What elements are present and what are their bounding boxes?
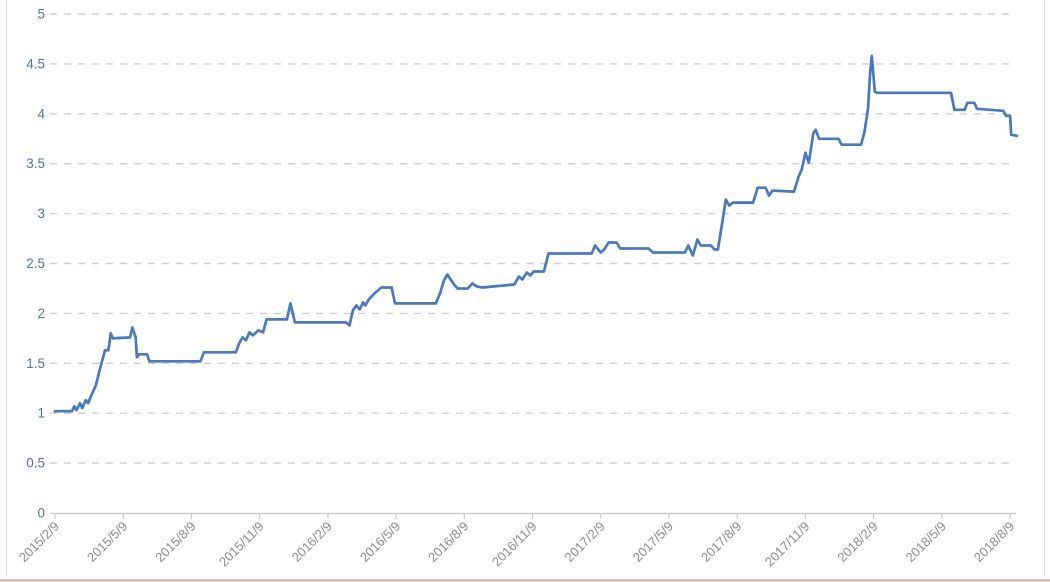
y-axis-tick-label: 0 xyxy=(37,506,45,521)
y-axis-tick-label: 1 xyxy=(37,406,45,421)
x-axis-tick-label: 2017/2/9 xyxy=(561,519,607,565)
x-axis-tick-label: 2016/5/9 xyxy=(357,519,403,565)
x-axis-tick-label: 2015/11/9 xyxy=(216,519,267,570)
x-axis-tick-label: 2017/11/9 xyxy=(762,519,813,570)
x-axis-tick-label: 2017/8/9 xyxy=(698,519,744,565)
x-axis-tick-label: 2016/8/9 xyxy=(425,519,471,565)
data-line-value-line xyxy=(53,54,1019,413)
y-axis-tick-label: 2.5 xyxy=(26,256,45,271)
x-axis-tick-label: 2016/11/9 xyxy=(489,519,540,570)
x-axis-tick-label: 2015/8/9 xyxy=(152,519,198,565)
y-axis-tick-label: 5 xyxy=(37,7,45,22)
bottom-accent-line xyxy=(0,579,1050,582)
y-axis-tick-label: 4 xyxy=(37,106,45,121)
y-axis-tick-label: 3 xyxy=(37,206,45,221)
y-axis-tick-label: 3.5 xyxy=(26,156,45,171)
chart-card xyxy=(6,0,1045,576)
x-axis-tick-label: 2015/5/9 xyxy=(84,519,130,565)
x-axis-tick-label: 2018/2/9 xyxy=(834,519,880,565)
x-axis-tick-label: 2015/2/9 xyxy=(16,519,62,565)
x-axis-tick-label: 2018/8/9 xyxy=(971,519,1017,565)
y-axis-tick-label: 0.5 xyxy=(26,456,45,471)
y-axis-tick-label: 2 xyxy=(37,306,45,321)
x-axis-tick-label: 2016/2/9 xyxy=(289,519,335,565)
x-axis-tick-label: 2018/5/9 xyxy=(903,519,949,565)
x-axis-tick-label: 2017/5/9 xyxy=(630,519,676,565)
y-axis-tick-label: 4.5 xyxy=(26,56,45,71)
y-axis-tick-label: 1.5 xyxy=(26,356,45,371)
